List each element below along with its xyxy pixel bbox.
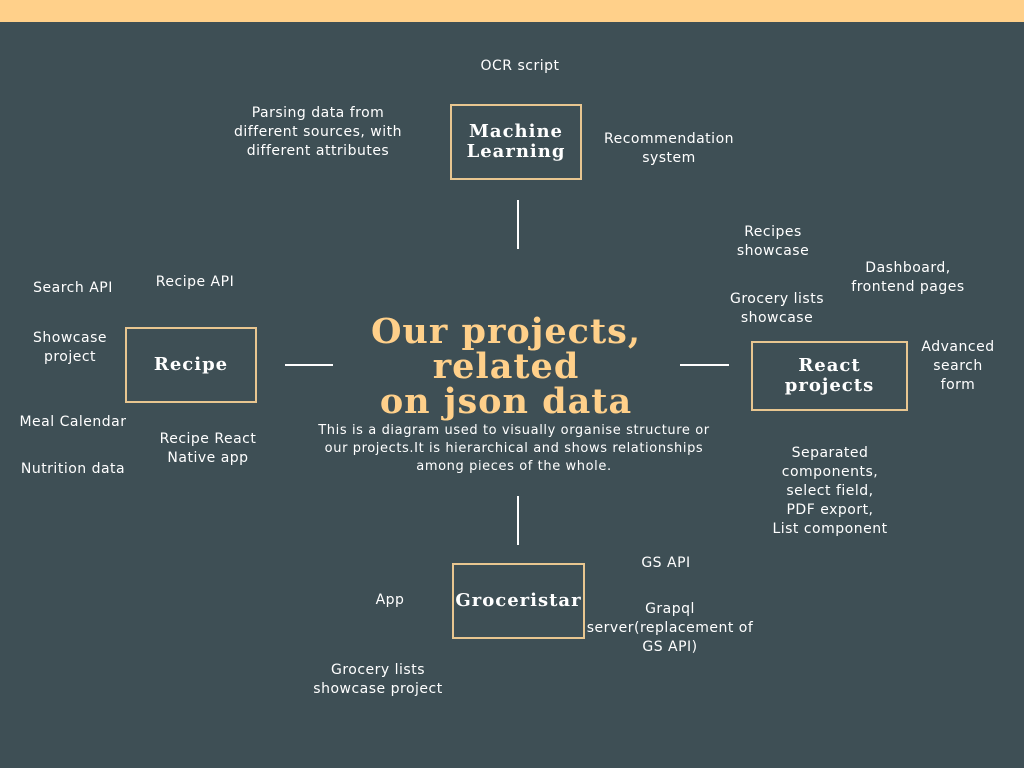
react-item-advanced-search: Advanced search form [921, 339, 995, 393]
node-machine-learning-label: Machine Learning [466, 121, 566, 162]
groceristar-item-app: App [375, 592, 405, 608]
connector-right [680, 364, 729, 366]
diagram-description: This is a diagram used to visually organ… [318, 423, 710, 474]
groceristar-item-graphql: Grapql server(replacement of GS API) [586, 601, 754, 655]
recipe-item-showcase: Showcase project [33, 330, 107, 365]
node-recipe: Recipe [125, 327, 257, 403]
node-recipe-label: Recipe [153, 354, 229, 375]
groceristar-item-grocery-showcase: Grocery lists showcase project [313, 662, 443, 697]
node-react-projects: React projects [751, 341, 908, 411]
recipe-item-meal-calendar: Meal Calendar [19, 414, 127, 430]
node-react-projects-label: React projects [784, 355, 875, 396]
ml-item-parsing: Parsing data from different sources, wit… [233, 105, 402, 159]
groceristar-item-gs-api: GS API [641, 555, 691, 571]
ml-item-ocr: OCR script [480, 58, 560, 74]
node-groceristar-label: Groceristar [455, 590, 582, 611]
node-machine-learning: Machine Learning [450, 104, 582, 180]
recipe-item-react-native: Recipe React Native app [159, 431, 257, 466]
recipe-item-search-api: Search API [33, 280, 113, 296]
react-item-dashboard: Dashboard, frontend pages [851, 260, 965, 295]
top-accent-bar [0, 0, 1024, 22]
node-groceristar: Groceristar [452, 563, 585, 639]
react-item-components: Separated components, select field, PDF … [772, 445, 888, 537]
react-item-recipes-showcase: Recipes showcase [736, 224, 810, 259]
recipe-item-recipe-api: Recipe API [155, 274, 235, 290]
diagram-title: Our projects, related on json data [370, 311, 642, 422]
recipe-item-nutrition: Nutrition data [20, 461, 126, 477]
ml-item-recommendation: Recommendation system [603, 131, 735, 166]
connector-left [285, 364, 333, 366]
connector-top [517, 200, 519, 249]
react-item-grocery-showcase: Grocery lists showcase [729, 291, 825, 326]
connector-bottom [517, 496, 519, 545]
